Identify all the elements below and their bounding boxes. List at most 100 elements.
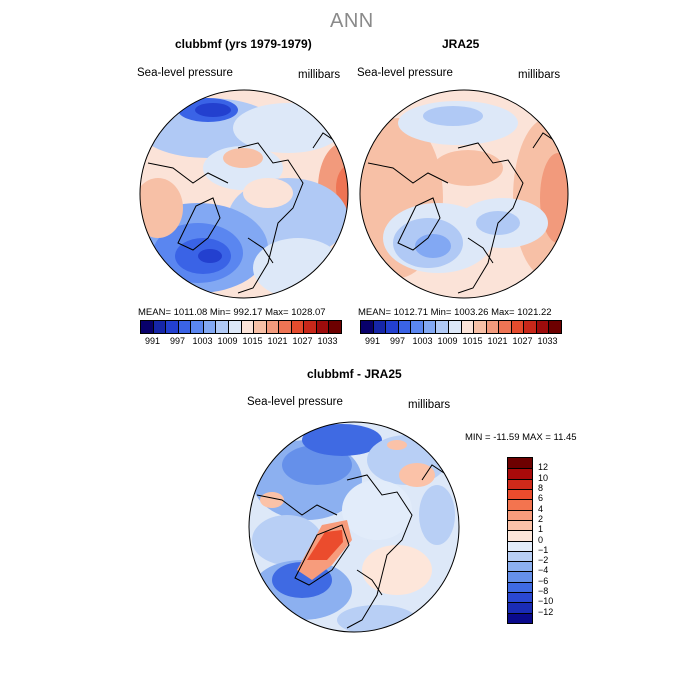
colorbar-swatch (177, 321, 191, 333)
colorbar-swatch (473, 321, 486, 333)
panel-2-stats: MEAN= 1012.71 Min= 1003.26 Max= 1021.22 (358, 307, 552, 318)
panel-1-polar-map (139, 89, 349, 299)
colorbar-swatch (508, 519, 532, 531)
panel-1-colorbar (140, 320, 342, 334)
colorbar-tick-label: 6 (538, 493, 544, 504)
panel-1-variable: Sea-level pressure (137, 67, 233, 79)
panel-3-variable: Sea-level pressure (247, 396, 343, 408)
panel-2-polar-map (359, 89, 569, 299)
panel-3-stats: MIN = -11.59 MAX = 11.45 (465, 432, 577, 443)
panel-3-colorbar-labels: 12 10 8 6 4 2 1 0 −1 −2 −4 −6 −8 −10 −12 (538, 457, 568, 622)
colorbar-tick-label: 10 (538, 472, 549, 483)
colorbar-tick-label: 1009 (437, 336, 458, 346)
colorbar-tick-label: 997 (169, 336, 186, 346)
colorbar-swatch (523, 321, 536, 333)
colorbar-tick-label: 1015 (242, 336, 263, 346)
colorbar-swatch (202, 321, 216, 333)
colorbar-swatch (410, 321, 423, 333)
colorbar-swatch (190, 321, 203, 333)
panel-1-units: millibars (298, 69, 341, 81)
colorbar-tick-label: 1021 (487, 336, 508, 346)
panel-2-colorbar-labels: 991 997 1003 1009 1015 1021 1027 1033 (360, 336, 560, 348)
colorbar-swatch (447, 321, 461, 333)
colorbar-swatch (303, 321, 316, 333)
colorbar-tick-label: 991 (144, 336, 161, 346)
colorbar-tick-label: 1003 (412, 336, 433, 346)
colorbar-tick-label: 4 (538, 503, 544, 514)
panel-3-title: clubbmf - JRA25 (307, 367, 402, 381)
colorbar-tick-label: 1027 (512, 336, 533, 346)
colorbar-swatch (385, 321, 398, 333)
colorbar-swatch (422, 321, 436, 333)
colorbar-swatch (508, 581, 532, 593)
colorbar-swatch (328, 321, 341, 333)
colorbar-tick-label: −4 (538, 565, 549, 576)
colorbar-swatch (535, 321, 549, 333)
colorbar-swatch (435, 321, 448, 333)
figure-title: ANN (330, 10, 374, 32)
panel-1-colorbar-labels: 991 997 1003 1009 1015 1021 1027 1033 (140, 336, 340, 348)
colorbar-swatch (498, 321, 511, 333)
colorbar-tick-label: −2 (538, 555, 549, 566)
colorbar-swatch (508, 602, 532, 613)
colorbar-swatch (548, 321, 561, 333)
panel-2-units: millibars (518, 69, 561, 81)
colorbar-tick-label: 1015 (462, 336, 483, 346)
colorbar-swatch (508, 488, 532, 500)
panel-3-units: millibars (408, 399, 451, 411)
panel-2-colorbar (360, 320, 562, 334)
colorbar-tick-label: 1003 (192, 336, 213, 346)
colorbar-tick-label: 8 (538, 482, 544, 493)
colorbar-swatch (152, 321, 166, 333)
colorbar-tick-label: −12 (538, 606, 554, 617)
colorbar-tick-label: 997 (389, 336, 406, 346)
panel-1-stats: MEAN= 1011.08 Min= 992.17 Max= 1028.07 (138, 307, 326, 318)
colorbar-tick-label: 1033 (317, 336, 338, 346)
panel-1-title: clubbmf (yrs 1979-1979) (175, 37, 312, 51)
colorbar-swatch (508, 592, 532, 603)
colorbar-swatch (361, 321, 373, 333)
colorbar-swatch (227, 321, 241, 333)
colorbar-tick-label: 0 (538, 534, 544, 545)
colorbar-swatch (508, 468, 532, 479)
colorbar-tick-label: 1027 (292, 336, 313, 346)
colorbar-swatch (508, 499, 532, 510)
colorbar-tick-label: −6 (538, 575, 549, 586)
colorbar-swatch (508, 550, 532, 562)
colorbar-swatch (278, 321, 291, 333)
colorbar-tick-label: −8 (538, 586, 549, 597)
colorbar-tick-label: 1 (538, 524, 544, 535)
colorbar-tick-label: 2 (538, 513, 544, 524)
colorbar-swatch (290, 321, 304, 333)
colorbar-swatch (508, 561, 532, 572)
panel-2-variable: Sea-level pressure (357, 67, 453, 79)
colorbar-swatch (508, 478, 532, 489)
panel-2-title: JRA25 (442, 37, 480, 51)
colorbar-swatch (508, 509, 532, 520)
colorbar-swatch (508, 571, 532, 582)
colorbar-swatch (253, 321, 266, 333)
colorbar-swatch (141, 321, 153, 333)
colorbar-swatch (372, 321, 386, 333)
colorbar-swatch (240, 321, 254, 333)
colorbar-swatch (508, 540, 532, 551)
colorbar-swatch (460, 321, 474, 333)
colorbar-swatch (485, 321, 499, 333)
colorbar-tick-label: 12 (538, 462, 549, 473)
colorbar-tick-label: 1021 (267, 336, 288, 346)
colorbar-swatch (165, 321, 178, 333)
colorbar-swatch (315, 321, 329, 333)
colorbar-swatch (508, 530, 532, 541)
colorbar-tick-label: 1009 (217, 336, 238, 346)
colorbar-swatch (508, 612, 532, 623)
colorbar-tick-label: −10 (538, 596, 554, 607)
colorbar-swatch (397, 321, 411, 333)
colorbar-swatch (215, 321, 228, 333)
panel-3-colorbar (507, 457, 533, 624)
colorbar-tick-label: 1033 (537, 336, 558, 346)
panel-3-polar-map (248, 421, 460, 633)
colorbar-swatch (510, 321, 524, 333)
colorbar-swatch (265, 321, 279, 333)
colorbar-swatch (508, 458, 532, 469)
colorbar-tick-label: −1 (538, 544, 549, 555)
